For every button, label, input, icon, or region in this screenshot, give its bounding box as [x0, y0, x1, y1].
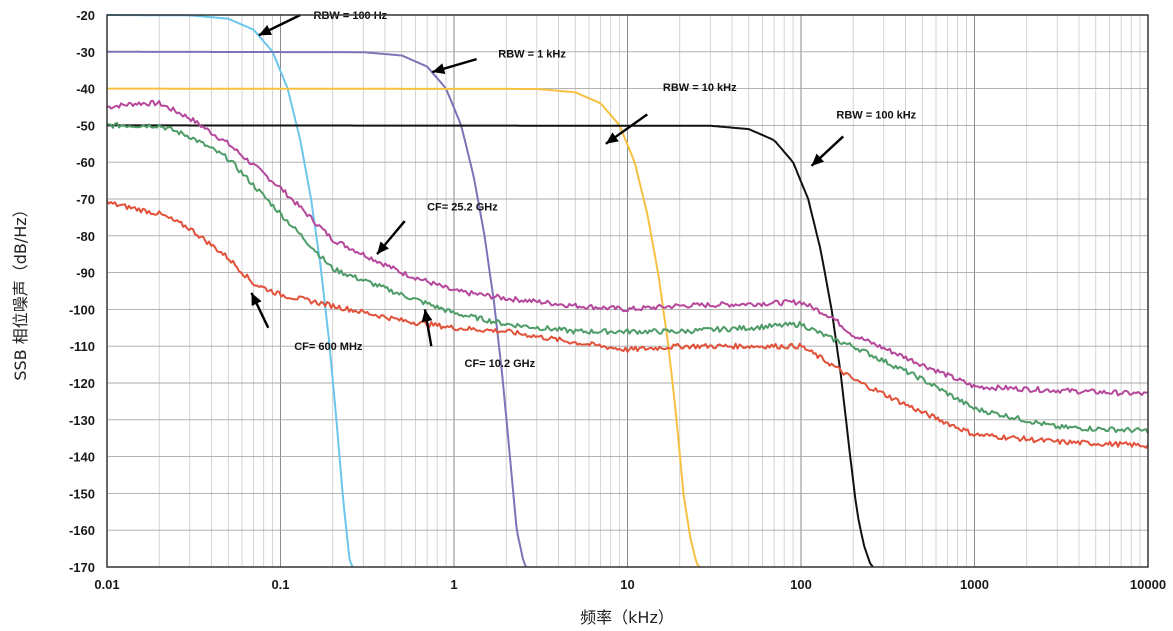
annotation-label: CF= 10.2 GHz	[465, 358, 536, 370]
x-tick-label: 100	[790, 577, 812, 592]
x-tick-label: 1	[450, 577, 457, 592]
y-tick-label: -120	[69, 376, 95, 391]
y-tick-label: -110	[70, 339, 95, 354]
annotation-label: RBW = 1 kHz	[498, 49, 566, 61]
y-tick-label: -40	[76, 82, 95, 97]
y-tick-label: -100	[69, 302, 95, 317]
x-tick-label: 0.1	[271, 577, 289, 592]
x-axis-label: 频率（kHz）	[580, 608, 674, 627]
y-axis-label: SSB 相位噪声（dB/Hz）	[11, 201, 30, 380]
annotation-label: RBW = 10 kHz	[663, 82, 737, 94]
y-tick-label: -20	[76, 8, 95, 23]
y-tick-label: -30	[76, 45, 95, 60]
y-tick-label: -160	[69, 523, 95, 538]
x-tick-label: 10000	[1130, 577, 1166, 592]
y-tick-label: -60	[76, 155, 95, 170]
annotation-label: RBW = 100 kHz	[836, 109, 916, 121]
y-tick-label: -150	[69, 486, 95, 501]
y-tick-label: -50	[76, 118, 95, 133]
annotation-label: CF= 25.2 GHz	[427, 201, 498, 213]
annotation-label: RBW = 100 Hz	[314, 10, 388, 22]
annotation-label: CF= 600 MHz	[294, 341, 363, 353]
x-tick-label: 0.01	[94, 577, 119, 592]
y-tick-label: -140	[69, 450, 95, 465]
y-tick-label: -70	[76, 192, 95, 207]
x-tick-label: 10	[620, 577, 634, 592]
y-tick-label: -130	[69, 413, 95, 428]
y-tick-label: -170	[69, 560, 95, 575]
y-tick-label: -90	[76, 266, 95, 281]
x-tick-label: 1000	[960, 577, 989, 592]
y-tick-label: -80	[76, 229, 95, 244]
